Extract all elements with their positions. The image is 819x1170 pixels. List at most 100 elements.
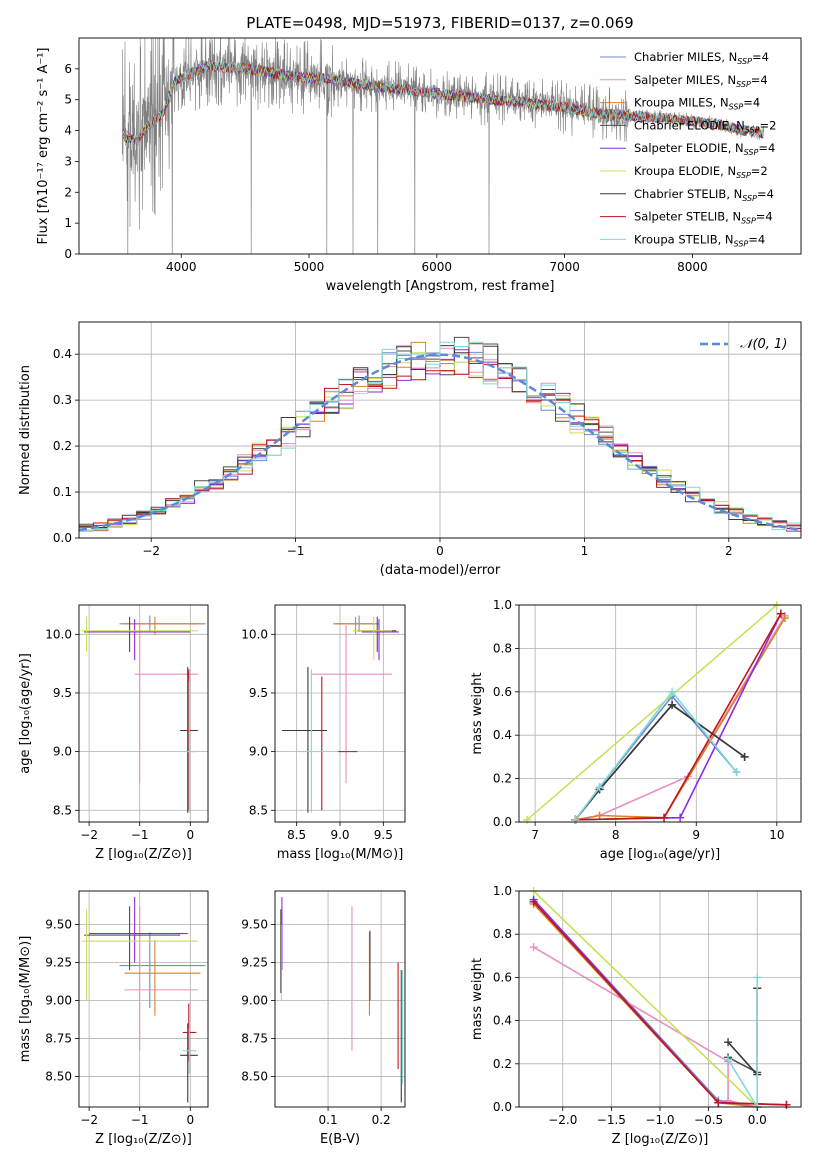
y-tick-label: 0.4 [493,1014,512,1028]
axes-massweight-vs-z: −2.0 −1.5 −1.0 −0.5 0.0 0.0 0.2 0.4 0.6 0.8 1.0 Z [… [470,884,802,1147]
legend-label: Chabrier MILES, NSSP=4 [634,50,769,66]
data-point [776,609,785,618]
axes-frame [274,890,406,1108]
y-tick-label: 1.0 [493,598,512,612]
x-tick-label: −1 [131,1113,149,1127]
data-point [732,768,741,777]
error-cross [182,681,197,813]
plot-area [122,38,764,254]
x-tick-label: 6000 [422,260,453,274]
y-tick-label: 0.0 [53,531,72,545]
legend: 𝒩(0, 1) [700,337,787,352]
x-tick-label: 0 [186,1113,194,1127]
x-axis-label: age [log₁₀(age/yr)] [600,847,721,862]
legend-label: Kroupa STELIB, NSSP=4 [634,232,765,248]
data-point [668,700,677,709]
legend-label-text: Salpeter MILES, N [634,73,736,87]
legend-label-subscript: SSP [744,148,759,157]
legend-label-subscript: SSP [737,57,752,66]
plot-area [78,336,802,532]
y-tick-label: 0 [64,247,72,261]
y-tick-label: 9.25 [45,955,72,969]
x-axis-label: Z [log₁₀(Z/Z⊙)] [95,1132,192,1147]
error-cross [84,906,181,971]
legend-label-nssp: =2 [751,164,768,178]
data-point [571,815,580,824]
error-cross [182,1027,197,1074]
y-axis-label: mass [log₁₀(M/M⊙)] [18,936,33,1063]
axes-age-vs-z: −2 −1 0 8.5 9.0 9.5 10.0 Z [log₁₀(Z/Z⊙)] age [lo… [18,604,209,862]
legend-label-nssp: =4 [758,141,775,155]
error-cross [81,909,198,1001]
x-tick-label: −2.0 [548,1113,577,1127]
x-axis-label: Z [log₁₀(Z/Z⊙)] [612,1132,709,1147]
y-tick-label: 0.4 [53,347,72,361]
y-tick-label: 0.4 [493,728,512,742]
legend-label: Chabrier STELIB, NSSP=4 [634,187,774,203]
x-tick-label: 2 [725,544,733,558]
y-tick-label: 4 [64,124,72,138]
legend-label-text: Salpeter STELIB, N [634,210,741,224]
series-line [575,617,786,821]
legend-label-subscript: SSP [734,239,749,248]
error-cross [124,906,198,1051]
x-tick-label: −0.5 [694,1113,723,1127]
series-line [727,977,759,1110]
data-point [740,752,749,761]
y-tick-label: 0.2 [493,1057,512,1071]
axes-frame [78,604,209,823]
y-axis-label: mass weight [470,958,485,1040]
plot-area [280,897,403,1103]
y-tick-label: 2 [64,185,72,199]
legend-label-text: Chabrier ELODIE, N [634,118,745,132]
gridlines [275,891,405,1107]
error-cross [311,624,392,784]
data-point [782,1100,791,1109]
data-point [523,815,532,824]
legend-label-subscript: SSP [745,125,760,134]
series-line [526,604,778,821]
series-line [575,613,782,821]
x-tick-label: −2 [142,544,160,558]
legend-label: Chabrier ELODIE, NSSP=2 [634,118,776,134]
axes-mass-vs-z: −2 −1 0 8.50 8.75 9.00 9.25 9.50 Z [log₁₀(Z/Z⊙)]… [18,890,209,1147]
y-tick-label: 10.0 [241,627,268,641]
x-tick-label: 1 [581,544,589,558]
legend-label-text: Kroupa STELIB, N [634,232,734,246]
data-point [724,1055,733,1064]
axes-mass-vs-ebv: 0.1 0.2 8.50 8.75 9.00 9.25 9.50 E(B-V) [241,890,406,1147]
error-cross [124,939,201,1016]
y-tick-label: 9.25 [241,955,268,969]
legend-label-nssp: =4 [743,96,760,110]
x-axis-label: Z [log₁₀(Z/Z⊙)] [95,847,192,862]
legend-label-subscript: SSP [741,217,756,226]
legend-label-nssp: =2 [760,118,777,132]
legend-label-text: Salpeter ELODIE, N [634,141,744,155]
data-point [668,687,677,696]
y-tick-label: 6 [64,62,72,76]
x-tick-label: 4000 [166,260,197,274]
y-tick-label: 8.75 [45,1032,72,1046]
y-tick-label: 9.00 [241,994,268,1008]
y-tick-label: 5 [64,93,72,107]
data-point [660,813,669,822]
y-axis-label: mass weight [470,672,485,754]
legend-label-text: Chabrier MILES, N [634,50,737,64]
plot-area [281,615,399,813]
data-point [753,973,762,982]
axes-age-vs-mass: 8.5 9.0 9.5 8.5 9.0 9.5 10.0 mass [log₁₀(M/M⊙)] [241,604,406,862]
x-tick-label: 9 [692,828,700,842]
error-cross [353,616,392,661]
gaussian-curve [78,353,802,532]
y-tick-label: 3 [64,154,72,168]
series-lines [523,601,789,824]
x-tick-label: −2 [80,1113,98,1127]
error-cross [89,619,188,661]
error-cross [361,619,399,661]
legend-label-subscript: SSP [742,194,757,203]
x-tick-label: 0 [436,544,444,558]
x-tick-label: 9.0 [330,828,349,842]
legend-label-subscript: SSP [736,80,751,89]
series-line [533,899,758,1108]
